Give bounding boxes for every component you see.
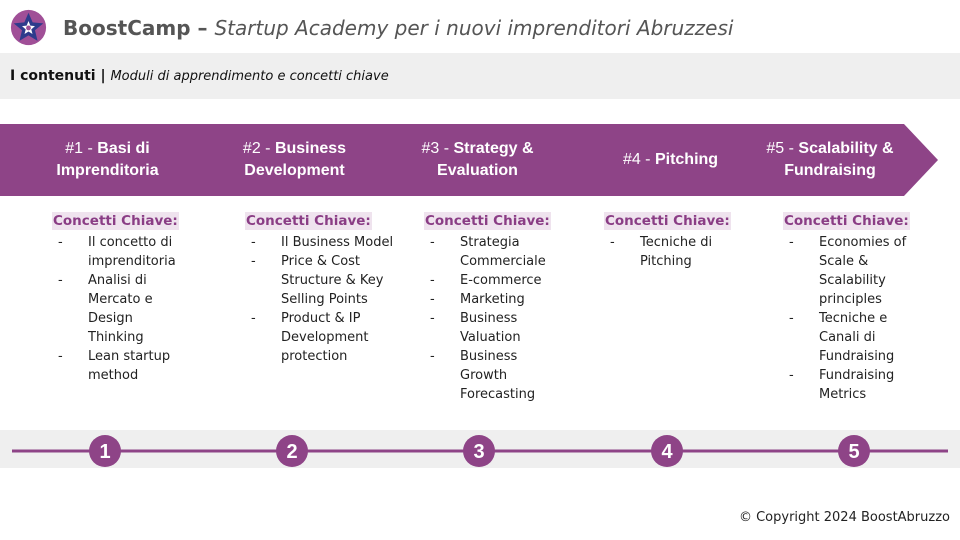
section-heading: I contenuti | Moduli di apprendimento e … [10, 66, 389, 87]
page-subtitle: Startup Academy per i nuovi imprenditori… [214, 16, 734, 40]
concepts-list: Economies of Scale & Scalability princip… [783, 233, 923, 404]
concept-item: Strategia Commerciale [424, 233, 564, 271]
section-bar [0, 53, 960, 99]
timeline-step-3: 3 [463, 435, 495, 467]
concepts-list: Il concetto di imprenditoria Analisi di … [52, 233, 192, 385]
module-3-title: #3 - Strategy & Evaluation [405, 124, 550, 196]
module-1-title: #1 - Basi di Imprenditoria [30, 124, 185, 196]
module-1-name: Basi di Imprenditoria [56, 140, 159, 179]
module-4-number: #4 - [622, 151, 655, 168]
module-1-concepts: Concetti Chiave: Il concetto di imprendi… [52, 212, 192, 385]
module-5-concepts: Concetti Chiave: Economies of Scale & Sc… [783, 212, 923, 404]
section-description: Moduli di apprendimento e concetti chiav… [110, 69, 389, 84]
concept-item: Analisi di Mercato e Design Thinking [52, 271, 192, 347]
modules-arrow-banner [0, 124, 938, 196]
step-number: 1 [99, 441, 110, 463]
step-number: 3 [473, 441, 484, 463]
concept-item: Marketing [424, 290, 564, 309]
module-1-number: #1 - [65, 140, 98, 157]
module-3-concepts: Concetti Chiave: Strategia Commerciale E… [424, 212, 564, 404]
concept-item: E-commerce [424, 271, 564, 290]
step-circle [463, 435, 495, 467]
section-separator: | [95, 68, 111, 84]
step-number: 2 [286, 441, 297, 463]
module-5-name: Scalability & Fundraising [784, 140, 894, 179]
module-4-title: #4 - Pitching [588, 124, 753, 196]
step-circle [276, 435, 308, 467]
title-dash: – [190, 16, 215, 40]
concept-item: Tecniche di Pitching [604, 233, 739, 271]
step-number: 4 [661, 441, 673, 463]
concept-item: Business Growth Forecasting [424, 347, 564, 404]
step-circle [838, 435, 870, 467]
concept-item: Price & Cost Structure & Key Selling Poi… [245, 252, 395, 309]
brand-name: BoostCamp [63, 16, 191, 40]
timeline-step-1: 1 [89, 435, 121, 467]
concepts-label: Concetti Chiave: [783, 212, 910, 230]
boostcamp-logo [10, 9, 47, 46]
concept-item: Product & IP Development protection [245, 309, 395, 366]
step-circle [89, 435, 121, 467]
module-2-number: #2 - [242, 140, 275, 157]
module-5-title: #5 - Scalability & Fundraising [760, 124, 900, 196]
concept-item: Il Business Model [245, 233, 395, 252]
module-3-number: #3 - [421, 140, 454, 157]
concepts-list: Il Business Model Price & Cost Structure… [245, 233, 395, 366]
concepts-label: Concetti Chiave: [424, 212, 551, 230]
concept-item: Fundraising Metrics [783, 366, 923, 404]
concepts-list: Strategia Commerciale E-commerce Marketi… [424, 233, 564, 404]
timeline: 1 2 3 4 5 [12, 435, 948, 467]
section-name: I contenuti [10, 68, 96, 84]
module-4-name: Pitching [654, 151, 719, 168]
concepts-label: Concetti Chiave: [604, 212, 731, 230]
concept-item: Lean startup method [52, 347, 192, 385]
copyright-notice: © Copyright 2024 BoostAbruzzo [738, 510, 950, 525]
module-3-name: Strategy & Evaluation [437, 140, 534, 179]
timeline-step-4: 4 [651, 435, 683, 467]
module-4-concepts: Concetti Chiave: Tecniche di Pitching [604, 212, 739, 271]
step-number: 5 [848, 441, 859, 463]
concepts-label: Concetti Chiave: [52, 212, 179, 230]
concept-item: Il concetto di imprenditoria [52, 233, 192, 271]
module-5-number: #5 - [766, 140, 799, 157]
concept-item: Tecniche e Canali di Fundraising [783, 309, 923, 366]
concepts-label: Concetti Chiave: [245, 212, 372, 230]
timeline-step-2: 2 [276, 435, 308, 467]
module-2-title: #2 - Business Development [222, 124, 367, 196]
module-2-name: Business Development [244, 140, 347, 179]
concept-item: Business Valuation [424, 309, 564, 347]
module-2-concepts: Concetti Chiave: Il Business Model Price… [245, 212, 395, 366]
concepts-list: Tecniche di Pitching [604, 233, 739, 271]
page-title: BoostCamp – Startup Academy per i nuovi … [63, 14, 733, 42]
timeline-step-5: 5 [838, 435, 870, 467]
step-circle [651, 435, 683, 467]
concept-item: Economies of Scale & Scalability princip… [783, 233, 923, 309]
